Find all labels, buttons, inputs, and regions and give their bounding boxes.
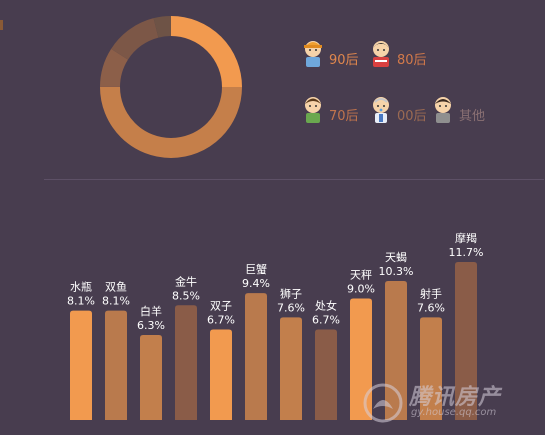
bar-category-label-3: 金牛 [175,274,197,288]
watermark: 腾讯房产 gy.house.qq.com [363,377,533,427]
bar-category-label-11: 摩羯 [455,231,477,245]
bar-2 [140,334,162,420]
bar-4 [210,329,232,420]
bar-value-label-3: 8.5% [172,289,200,302]
bar-value-label-9: 10.3% [379,265,414,278]
zodiac-bar-chart: 水瓶8.1%双鱼8.1%白羊6.3%金牛8.5%双子6.7%巨蟹9.4%狮子7.… [67,231,484,420]
bar-value-label-4: 6.7% [207,314,235,327]
legend-label-70s: 70后 [329,109,359,124]
age-donut-chart [100,16,242,158]
avatar-90s-icon [304,41,322,67]
edge-decoration [0,20,3,30]
watermark-logo-icon [363,383,403,423]
bar-value-label-8: 9.0% [347,283,375,296]
bar-category-label-7: 处女 [315,299,337,313]
bar-1 [105,310,127,420]
donut-slice-1 [100,16,242,158]
bar-value-label-2: 6.3% [137,319,165,332]
bar-value-label-5: 9.4% [242,277,270,290]
section-divider [44,179,544,180]
legend-label-80s: 80后 [397,53,427,68]
bar-value-label-10: 7.6% [417,301,445,314]
watermark-url: gy.house.qq.com [411,407,497,418]
legend-item-other[interactable]: 其他 [429,92,485,124]
bar-category-label-0: 水瓶 [70,280,92,294]
legend-item-00s[interactable]: 00后 [367,92,427,124]
bar-category-label-10: 射手 [420,286,442,300]
legend-item-80s[interactable]: 80后 [367,36,427,68]
bar-10 [420,317,442,420]
avatar-00s-icon [373,97,389,123]
avatar-70s-icon [305,97,321,123]
bar-5 [245,293,267,420]
bar-category-label-8: 天秤 [350,269,372,282]
bar-value-label-7: 6.7% [312,314,340,327]
bar-value-label-11: 11.7% [449,246,484,259]
age-legend: 90后 80后 70后 00后 [295,30,535,130]
bar-category-label-6: 狮子 [280,287,302,300]
bar-11 [455,262,477,420]
bar-value-label-6: 7.6% [277,301,305,314]
watermark-title: 腾讯房产 [409,385,502,410]
bar-category-label-1: 双鱼 [105,280,127,294]
bar-category-label-9: 天蝎 [385,251,407,264]
legend-item-70s[interactable]: 70后 [299,92,359,124]
bar-value-label-0: 8.1% [67,295,95,308]
donut-slice-4 [100,16,242,158]
bar-7 [315,329,337,420]
bar-category-label-2: 白羊 [140,304,162,318]
avatar-80s-icon [373,41,389,67]
legend-label-other: 其他 [459,109,486,124]
legend-item-90s[interactable]: 90后 [299,36,359,68]
legend-label-90s: 90后 [329,53,359,68]
bar-category-label-4: 双子 [210,300,232,313]
bar-value-label-1: 8.1% [102,295,130,308]
avatar-other-icon [435,97,451,123]
bar-8 [350,298,372,420]
bar-0 [70,310,92,420]
legend-label-00s: 00后 [397,109,427,124]
bar-category-label-5: 巨蟹 [245,262,267,276]
bar-3 [175,305,197,420]
bar-6 [280,317,302,420]
